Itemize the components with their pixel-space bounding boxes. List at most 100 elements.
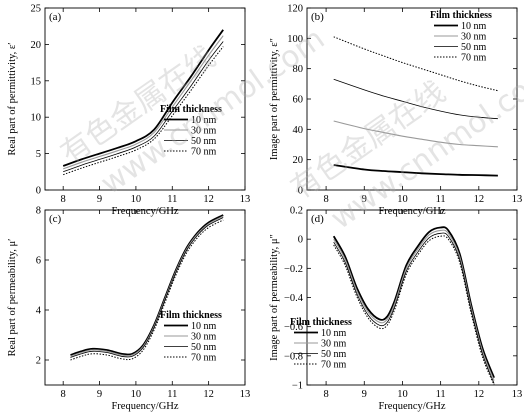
y-tick-label: 15 [31,76,42,87]
y-tick-label: 0 [298,235,303,246]
panel-label: (a) [49,11,62,23]
y-tick-label: 20 [293,155,304,166]
legend-title: Film thickness [290,317,352,328]
legend-label: 50 nm [191,136,217,147]
legend-title: Film thickness [160,104,222,115]
chart-panel-3: 8 9 10 11 12 13 2 4 6 8 Frequency/GHz Real part of … [7,206,250,412]
legend-label: 10 nm [191,115,217,126]
x-tick-label: 10 [131,389,142,400]
x-tick-label: 9 [97,389,102,400]
x-tick-label: 9 [362,194,367,205]
legend-label: 30 nm [191,332,217,343]
x-tick-label: 8 [61,194,66,205]
y-tick-label: −0.2 [284,264,303,275]
y-tick-label: −0.4 [284,293,304,304]
y-tick-label: 2 [36,356,41,367]
panel-label: (c) [49,213,62,225]
y-tick-label: −0.8 [284,351,303,362]
legend-label: 10 nm [461,21,487,32]
series-line-70nm [63,46,224,176]
chart-panel-2: 8 9 10 11 12 13 0 20 40 60 80 100 120 Frequency/GHz Im… [269,4,522,218]
legend-label: 50 nm [321,349,347,360]
y-tick-label: 20 [31,40,42,51]
chart-panel-4: 8 9 10 11 12 13 −1 −0.8 −0.6 −0.4 −0.2 0 0.2 Frequenc… [269,206,522,412]
legend-label: 30 nm [321,339,347,350]
x-tick-label: 11 [436,389,446,400]
x-tick-label: 8 [323,389,328,400]
y-tick-label: 60 [293,95,304,106]
y-tick-label: 0.2 [290,206,303,217]
series-line-10nm [333,164,498,177]
y-tick-label: 0 [36,186,41,197]
chart-panel-1: 8 9 10 11 12 13 0 5 10 15 20 25 Frequency/GHz Real pa… [7,4,250,218]
series-line-30nm [70,215,224,357]
legend-label: 50 nm [191,342,217,353]
panel-label: (d) [311,213,324,225]
panel-label: (b) [311,11,324,23]
legend-label: 10 nm [191,321,217,332]
y-tick-label: −1 [292,381,303,392]
x-tick-label: 9 [97,194,102,205]
x-tick-label: 9 [362,389,367,400]
x-tick-label: 11 [436,194,446,205]
y-tick-label: 0 [298,186,303,197]
series-line-50nm [70,217,224,358]
x-tick-label: 12 [474,194,485,205]
legend-label: 70 nm [461,53,487,64]
legend-label: 70 nm [191,147,217,158]
y-axis-label: Image part of permeability, μ″ [269,234,280,361]
plot-frame [44,7,246,191]
x-tick-label: 13 [512,389,523,400]
y-tick-label: 5 [36,149,41,160]
x-tick-label: 12 [474,389,485,400]
x-tick-label: 8 [61,389,66,400]
x-tick-label: 13 [240,194,251,205]
legend-title: Film thickness [160,310,222,321]
x-tick-label: 11 [167,389,177,400]
y-tick-label: 8 [36,206,41,217]
y-tick-label: 10 [31,113,42,124]
plot-frame [44,209,246,386]
series-line-30nm [63,35,224,170]
y-tick-label: 25 [31,4,42,15]
x-tick-label: 12 [203,194,214,205]
legend-label: 10 nm [321,328,347,339]
x-axis-label: Frequency/GHz [111,401,178,412]
series-line-10nm [62,29,224,167]
y-tick-label: 80 [293,64,304,75]
series-line-50nm [333,232,495,384]
x-axis-label: Frequency/GHz [378,401,445,412]
series-line-10nm [332,226,495,379]
y-axis-label: Image part of permittivity, ε″ [269,38,280,160]
legend-label: 30 nm [191,126,217,137]
series-line-70nm [333,36,499,92]
x-tick-label: 12 [203,389,214,400]
legend-label: 70 nm [191,353,217,364]
y-axis-label: Real part of permeability, μ′ [7,239,18,357]
series-line-70nm [333,235,495,386]
series-line-70nm [70,219,224,361]
series-line-30nm [333,229,495,381]
y-tick-label: 120 [287,4,303,15]
legend-label: 70 nm [321,360,347,371]
series-line-50nm [63,41,224,173]
y-tick-label: 40 [293,125,304,136]
x-tick-label: 13 [512,194,523,205]
x-tick-label: 13 [240,389,251,400]
x-tick-label: 10 [397,389,408,400]
series-line-10nm [70,214,224,356]
y-tick-label: 6 [36,256,41,267]
y-tick-label: 100 [287,34,303,45]
series-line-50nm [333,78,498,120]
y-tick-label: 4 [36,306,42,317]
x-axis-label: Frequency/GHz [378,206,445,217]
x-axis-label: Frequency/GHz [111,206,178,217]
y-tick-label: −0.6 [284,322,303,333]
x-tick-label: 10 [131,194,142,205]
